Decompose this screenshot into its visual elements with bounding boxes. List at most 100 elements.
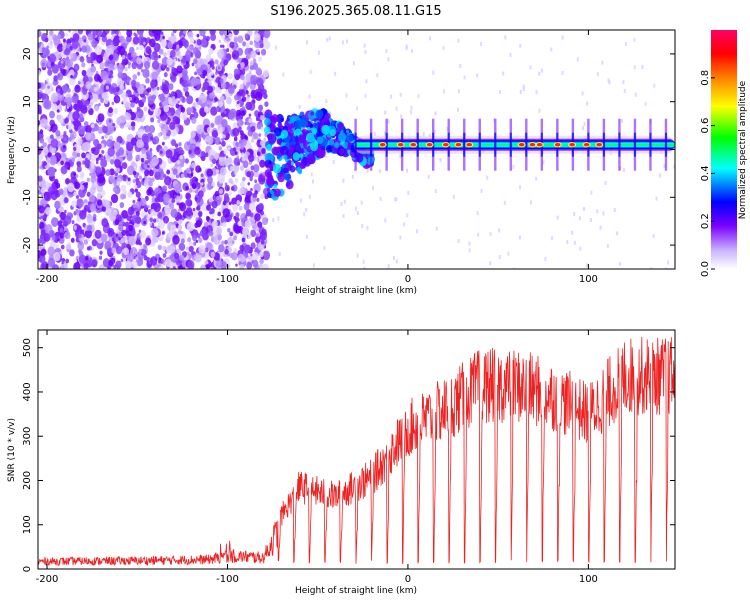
noise-blob	[101, 92, 107, 100]
spectrogram-xtick-label: -200	[36, 274, 59, 285]
noise-blob	[171, 95, 176, 101]
noise-blob	[93, 73, 101, 82]
turbulent-blob	[290, 161, 295, 166]
noise-blob	[139, 230, 146, 239]
noise-blob	[79, 78, 83, 83]
noise-blob	[261, 217, 269, 226]
spectrogram-ytick-label: 20	[22, 48, 33, 61]
turbulent-blob	[343, 128, 347, 132]
turbulent-blob	[282, 154, 288, 160]
noise-blob	[186, 106, 192, 114]
noise-blob	[119, 122, 125, 129]
noise-blob	[150, 136, 154, 141]
noise-blob	[178, 218, 183, 225]
noise-blob	[208, 197, 213, 203]
noise-blob	[250, 50, 257, 59]
noise-blob	[157, 192, 165, 203]
noise-blob	[110, 75, 114, 79]
noise-blob	[217, 83, 222, 88]
noise-blob	[52, 264, 60, 269]
turbulent-blob	[321, 124, 330, 135]
noise-blob	[75, 195, 79, 199]
noise-blob	[76, 152, 81, 158]
noise-blob	[242, 160, 249, 169]
noise-blob	[61, 260, 65, 265]
noise-blob	[44, 37, 49, 43]
noise-blob	[157, 244, 162, 251]
noise-blob	[77, 241, 85, 251]
noise-blob	[158, 257, 162, 261]
noise-blob	[192, 234, 198, 242]
turbulent-blob	[309, 141, 319, 152]
noise-speck	[571, 230, 574, 235]
noise-blob	[204, 247, 209, 253]
noise-speck	[519, 43, 522, 48]
noise-blob	[118, 46, 126, 56]
noise-blob	[51, 64, 59, 74]
noise-speck	[364, 50, 367, 55]
noise-blob	[135, 191, 141, 198]
noise-blob	[67, 122, 73, 130]
noise-speck	[463, 75, 466, 80]
noise-blob	[190, 130, 196, 138]
noise-blob	[225, 37, 230, 42]
spectral-streak-core	[494, 132, 497, 157]
noise-blob	[171, 66, 176, 72]
noise-blob	[100, 70, 108, 81]
noise-blob	[187, 237, 192, 243]
noise-blob	[119, 202, 125, 209]
noise-blob	[112, 155, 116, 160]
noise-blob	[105, 85, 110, 90]
noise-blob	[237, 220, 242, 227]
snr-ytick-label: 200	[22, 471, 33, 490]
spectrogram-xtick-label: -100	[216, 274, 239, 285]
noise-speck	[519, 185, 522, 190]
noise-blob	[260, 48, 267, 56]
noise-blob	[260, 239, 265, 245]
noise-blob	[172, 30, 177, 34]
noise-blob	[85, 255, 89, 261]
noise-speck	[477, 232, 480, 237]
noise-blob	[109, 70, 114, 76]
noise-speck	[573, 240, 576, 245]
noise-blob	[176, 65, 183, 74]
noise-blob	[94, 45, 102, 56]
turbulent-blob	[268, 160, 272, 165]
noise-blob	[106, 212, 109, 216]
noise-blob	[163, 72, 168, 78]
noise-blob	[194, 71, 198, 76]
noise-blob	[215, 71, 218, 75]
noise-blob	[237, 119, 244, 128]
noise-blob	[79, 184, 85, 191]
noise-speck	[277, 216, 280, 221]
turbulent-blob	[311, 127, 318, 135]
noise-blob	[160, 39, 167, 48]
noise-blob	[223, 149, 228, 155]
noise-blob	[263, 30, 271, 39]
noise-blob	[205, 215, 210, 221]
noise-blob	[143, 41, 146, 45]
noise-blob	[176, 44, 180, 49]
noise-blob	[42, 47, 50, 57]
noise-blob	[129, 94, 137, 104]
noise-speck	[366, 168, 369, 173]
noise-speck	[634, 92, 637, 97]
noise-blob	[108, 259, 114, 267]
noise-blob	[218, 146, 223, 151]
noise-blob	[196, 33, 200, 38]
noise-blob	[51, 217, 59, 227]
noise-blob	[167, 41, 173, 49]
noise-blob	[163, 193, 170, 203]
noise-blob	[196, 233, 201, 239]
noise-blob	[234, 73, 240, 81]
noise-speck	[334, 71, 337, 76]
noise-blob	[67, 182, 75, 193]
noise-blob	[203, 106, 209, 113]
noise-blob	[131, 260, 138, 269]
noise-blob	[227, 146, 231, 151]
noise-blob	[47, 69, 53, 76]
noise-speck	[582, 207, 585, 212]
noise-blob	[147, 164, 150, 168]
noise-blob	[136, 46, 139, 51]
noise-blob	[132, 179, 136, 184]
